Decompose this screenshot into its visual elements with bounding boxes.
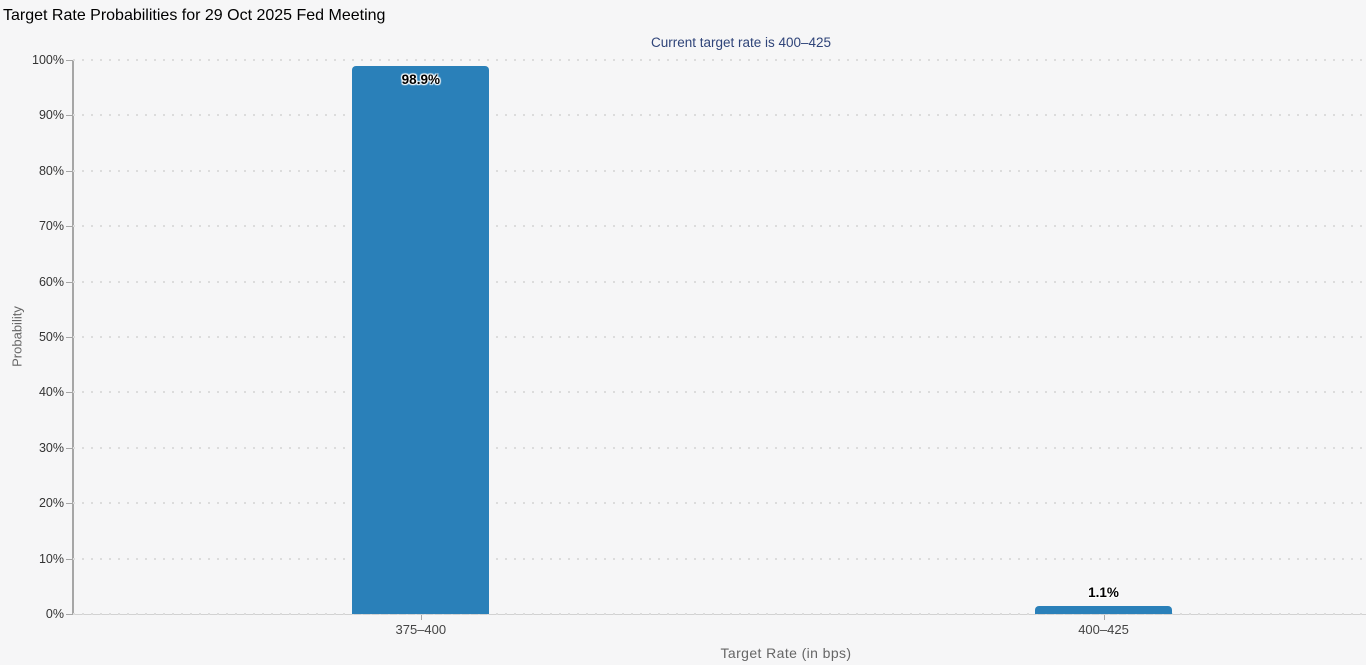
y-tick-label-70: 70%	[38, 219, 64, 234]
x-axis-title: Target Rate (in bps)	[720, 645, 852, 661]
y-tick-label-20: 20%	[38, 496, 64, 511]
y-tick-label-90: 90%	[38, 108, 64, 123]
y-tick-label-100: 100%	[32, 53, 64, 67]
bar-375-400[interactable]	[352, 66, 490, 614]
y-tick-50	[66, 337, 73, 338]
bar-400-425[interactable]	[1035, 606, 1173, 614]
x-tick-375-400	[420, 615, 422, 620]
chart-title: Target Rate Probabilities for 29 Oct 202…	[3, 7, 386, 24]
y-tick-30	[66, 447, 73, 449]
gridline-40	[73, 391, 1366, 394]
y-tick-0	[66, 614, 73, 615]
gridline-30	[73, 446, 1366, 449]
gridline-70	[73, 225, 1366, 228]
gridline-0	[73, 613, 1366, 615]
gridline-20	[73, 502, 1366, 505]
y-tick-10	[66, 558, 73, 560]
gridline-60	[73, 280, 1366, 283]
y-tick-label-30: 30%	[38, 440, 64, 455]
y-tick-70	[66, 226, 73, 228]
gridline-50	[73, 336, 1366, 338]
y-tick-60	[66, 281, 73, 283]
y-tick-80	[66, 170, 73, 172]
y-tick-label-10: 10%	[38, 551, 64, 566]
y-tick-label-40: 40%	[38, 385, 64, 400]
x-tick-label-400-425: 400–425	[1078, 622, 1129, 637]
y-tick-label-0: 0%	[45, 607, 64, 621]
gridline-100	[73, 59, 1366, 61]
y-tick-20	[66, 503, 73, 505]
gridline-10	[73, 557, 1366, 560]
bar-value-label-400-425: 1.1%	[1088, 585, 1119, 600]
x-tick-label-375-400: 375–400	[395, 622, 447, 637]
y-tick-40	[66, 392, 73, 394]
y-tick-label-60: 60%	[38, 274, 64, 289]
y-tick-90	[66, 115, 73, 117]
y-tick-100	[66, 60, 73, 61]
y-tick-label-80: 80%	[38, 163, 64, 178]
gridline-80	[73, 169, 1366, 172]
x-tick-400-425	[1103, 615, 1105, 620]
gridline-90	[73, 114, 1366, 117]
chart-subtitle: Current target rate is 400–425	[650, 35, 832, 50]
y-tick-label-50: 50%	[38, 330, 64, 344]
bar-value-label-375-400: 98.9%	[401, 72, 440, 88]
